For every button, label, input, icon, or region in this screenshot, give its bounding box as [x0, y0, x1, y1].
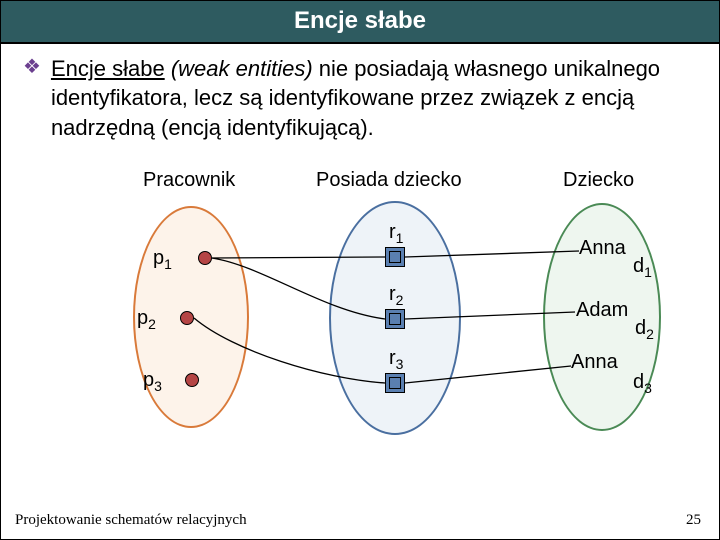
node-r2	[385, 309, 405, 329]
lead-italic: (weak entities)	[171, 56, 313, 81]
slide-title-bar: Encje słabe	[1, 1, 719, 44]
node-p3	[185, 373, 199, 387]
node-r3	[385, 373, 405, 393]
body-paragraph: Encje słabe (weak entities) nie posiadaj…	[51, 54, 697, 143]
name-d3: Anna	[571, 351, 618, 374]
label-r3: r3	[389, 347, 403, 372]
name-d1: Anna	[579, 237, 626, 260]
header-posiada-dziecko: Posiada dziecko	[316, 169, 462, 192]
label-p1: p1	[153, 247, 172, 272]
label-d2: d2	[635, 317, 654, 342]
footer-left: Projektowanie schematów relacyjnych	[15, 512, 247, 529]
name-d2: Adam	[576, 299, 628, 322]
label-p2: p2	[137, 307, 156, 332]
node-r1	[385, 247, 405, 267]
lead-underlined: Encje słabe	[51, 56, 165, 81]
label-r2: r2	[389, 283, 403, 308]
header-pracownik: Pracownik	[143, 169, 235, 192]
diamond-bullet-icon: ❖	[23, 54, 41, 80]
slide-title: Encje słabe	[294, 7, 426, 34]
content-area: ❖ Encje słabe (weak entities) nie posiad…	[1, 44, 719, 471]
diagram: Pracownik Posiada dziecko Dziecko p1 p2 p3…	[23, 151, 697, 471]
label-r1: r1	[389, 221, 403, 246]
node-p1	[198, 251, 212, 265]
label-p3: p3	[143, 369, 162, 394]
header-dziecko: Dziecko	[563, 169, 634, 192]
label-d3: d3	[633, 371, 652, 396]
bullet-row: ❖ Encje słabe (weak entities) nie posiad…	[23, 54, 697, 143]
label-d1: d1	[633, 255, 652, 280]
footer-page-number: 25	[686, 512, 701, 529]
node-p2	[180, 311, 194, 325]
